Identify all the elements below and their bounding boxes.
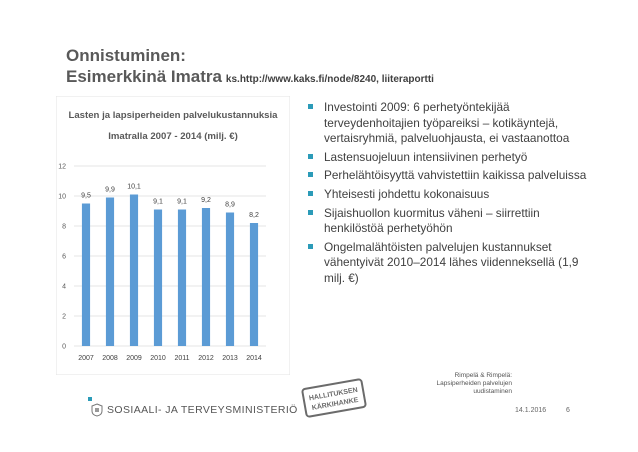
chart-title-line-2: Imatralla 2007 - 2014 (milj. €) — [108, 131, 238, 142]
x-tick-label: 2010 — [150, 355, 166, 362]
bullet-text: Yhteisesti johdettu kokonaisuus — [324, 186, 490, 201]
bullet-square-icon — [308, 243, 313, 249]
bullet-square-icon — [308, 209, 313, 215]
y-tick-label: 2 — [62, 314, 66, 321]
x-tick-label: 2011 — [174, 355, 189, 362]
bullet-square-icon — [308, 153, 313, 159]
bar — [153, 209, 163, 346]
x-tick-label: 2007 — [78, 355, 94, 362]
footer-accent-square — [88, 397, 92, 401]
bullet-list: Investointi 2009: 6 perhetyöntekijää ter… — [306, 100, 596, 290]
bar-value-label: 9,2 — [201, 197, 211, 204]
x-tick-label: 2014 — [246, 355, 262, 362]
bar — [201, 208, 211, 346]
x-tick-label: 2013 — [222, 355, 238, 362]
x-tick-label: 2009 — [126, 355, 142, 362]
bar — [129, 194, 139, 346]
ministry-logo: SOSIAALI- JA TERVEYSMINISTERIÖ — [90, 403, 298, 417]
citation-line-1: Rimpelä & Rimpelä: — [454, 372, 512, 379]
bullet-item: Yhteisesti johdettu kokonaisuus — [306, 187, 596, 203]
bullet-text: Perhelähtöisyyttä vahvistettiin kaikissa… — [324, 168, 587, 183]
bar-value-label: 9,1 — [153, 199, 163, 206]
ministry-emblem-icon — [91, 403, 103, 417]
title-line-2-text: Esimerkkinä Imatra — [66, 67, 222, 86]
bar-chart: Lasten ja lapsiperheiden palvelukustannu… — [55, 95, 291, 376]
y-tick-label: 4 — [62, 284, 66, 291]
bullet-square-icon — [308, 104, 313, 109]
citation-line-3: uudistaminen — [473, 388, 512, 395]
bullet-item: Sijaishuollon kuormitus väheni – siirret… — [306, 206, 596, 237]
bar — [225, 212, 235, 346]
x-tick-label: 2012 — [198, 355, 214, 362]
x-tick-label: 2008 — [102, 355, 118, 362]
bar-value-label: 8,9 — [225, 202, 235, 209]
chart-title-line-1: Lasten ja lapsiperheiden palvelukustannu… — [68, 110, 278, 121]
bullet-text: Ongelmalähtöisten palvelujen kustannukse… — [324, 239, 579, 285]
y-tick-label: 12 — [58, 164, 66, 171]
reference-link[interactable]: ks.http://www.kaks.fi/node/8240, liitera… — [225, 74, 434, 85]
page-number: 6 — [566, 407, 570, 414]
slide-date: 14.1.2016 — [515, 407, 547, 414]
bar-value-label: 10,1 — [127, 184, 141, 191]
bullet-item: Perhelähtöisyyttä vahvistettiin kaikissa… — [306, 168, 596, 184]
government-key-project-stamp: HALLITUKSEN KÄRKIHANKE — [301, 378, 367, 418]
bullet-square-icon — [308, 172, 313, 178]
bar-value-label: 9,9 — [105, 187, 115, 194]
slide-title: Onnistuminen: Esimerkkinä Imatra ks.http:… — [66, 45, 434, 90]
bar — [105, 197, 115, 346]
title-line-1: Onnistuminen: — [66, 46, 186, 65]
y-tick-label: 8 — [62, 224, 66, 231]
y-tick-label: 0 — [62, 344, 66, 351]
bar-value-label: 9,1 — [177, 199, 187, 206]
bullet-text: Sijaishuollon kuormitus väheni – siirret… — [324, 205, 540, 236]
bar-value-label: 8,2 — [249, 212, 259, 219]
bullet-item: Ongelmalähtöisten palvelujen kustannukse… — [306, 240, 596, 287]
bullet-item: Investointi 2009: 6 perhetyöntekijää ter… — [306, 100, 596, 147]
chart-container: Lasten ja lapsiperheiden palvelukustannu… — [55, 95, 291, 376]
y-tick-label: 10 — [58, 194, 66, 201]
bar — [249, 223, 259, 346]
citation: Rimpelä & Rimpelä: Lapsiperheiden palvel… — [420, 372, 512, 396]
title-line-2: Esimerkkinä Imatra ks.http://www.kaks.fi/… — [66, 66, 434, 90]
bullet-item: Lastensuojeluun intensiivinen perhetyö — [306, 150, 596, 166]
citation-line-2: Lapsiperheiden palvelujen — [436, 380, 512, 387]
bar-value-label: 9,5 — [81, 193, 91, 200]
bar — [81, 203, 91, 346]
y-tick-label: 6 — [62, 254, 66, 261]
ministry-name: SOSIAALI- JA TERVEYSMINISTERIÖ — [107, 404, 298, 416]
bullet-text: Investointi 2009: 6 perhetyöntekijää ter… — [324, 100, 570, 146]
bullet-text: Lastensuojeluun intensiivinen perhetyö — [324, 149, 528, 164]
bar — [177, 209, 187, 346]
bullet-square-icon — [308, 190, 313, 196]
